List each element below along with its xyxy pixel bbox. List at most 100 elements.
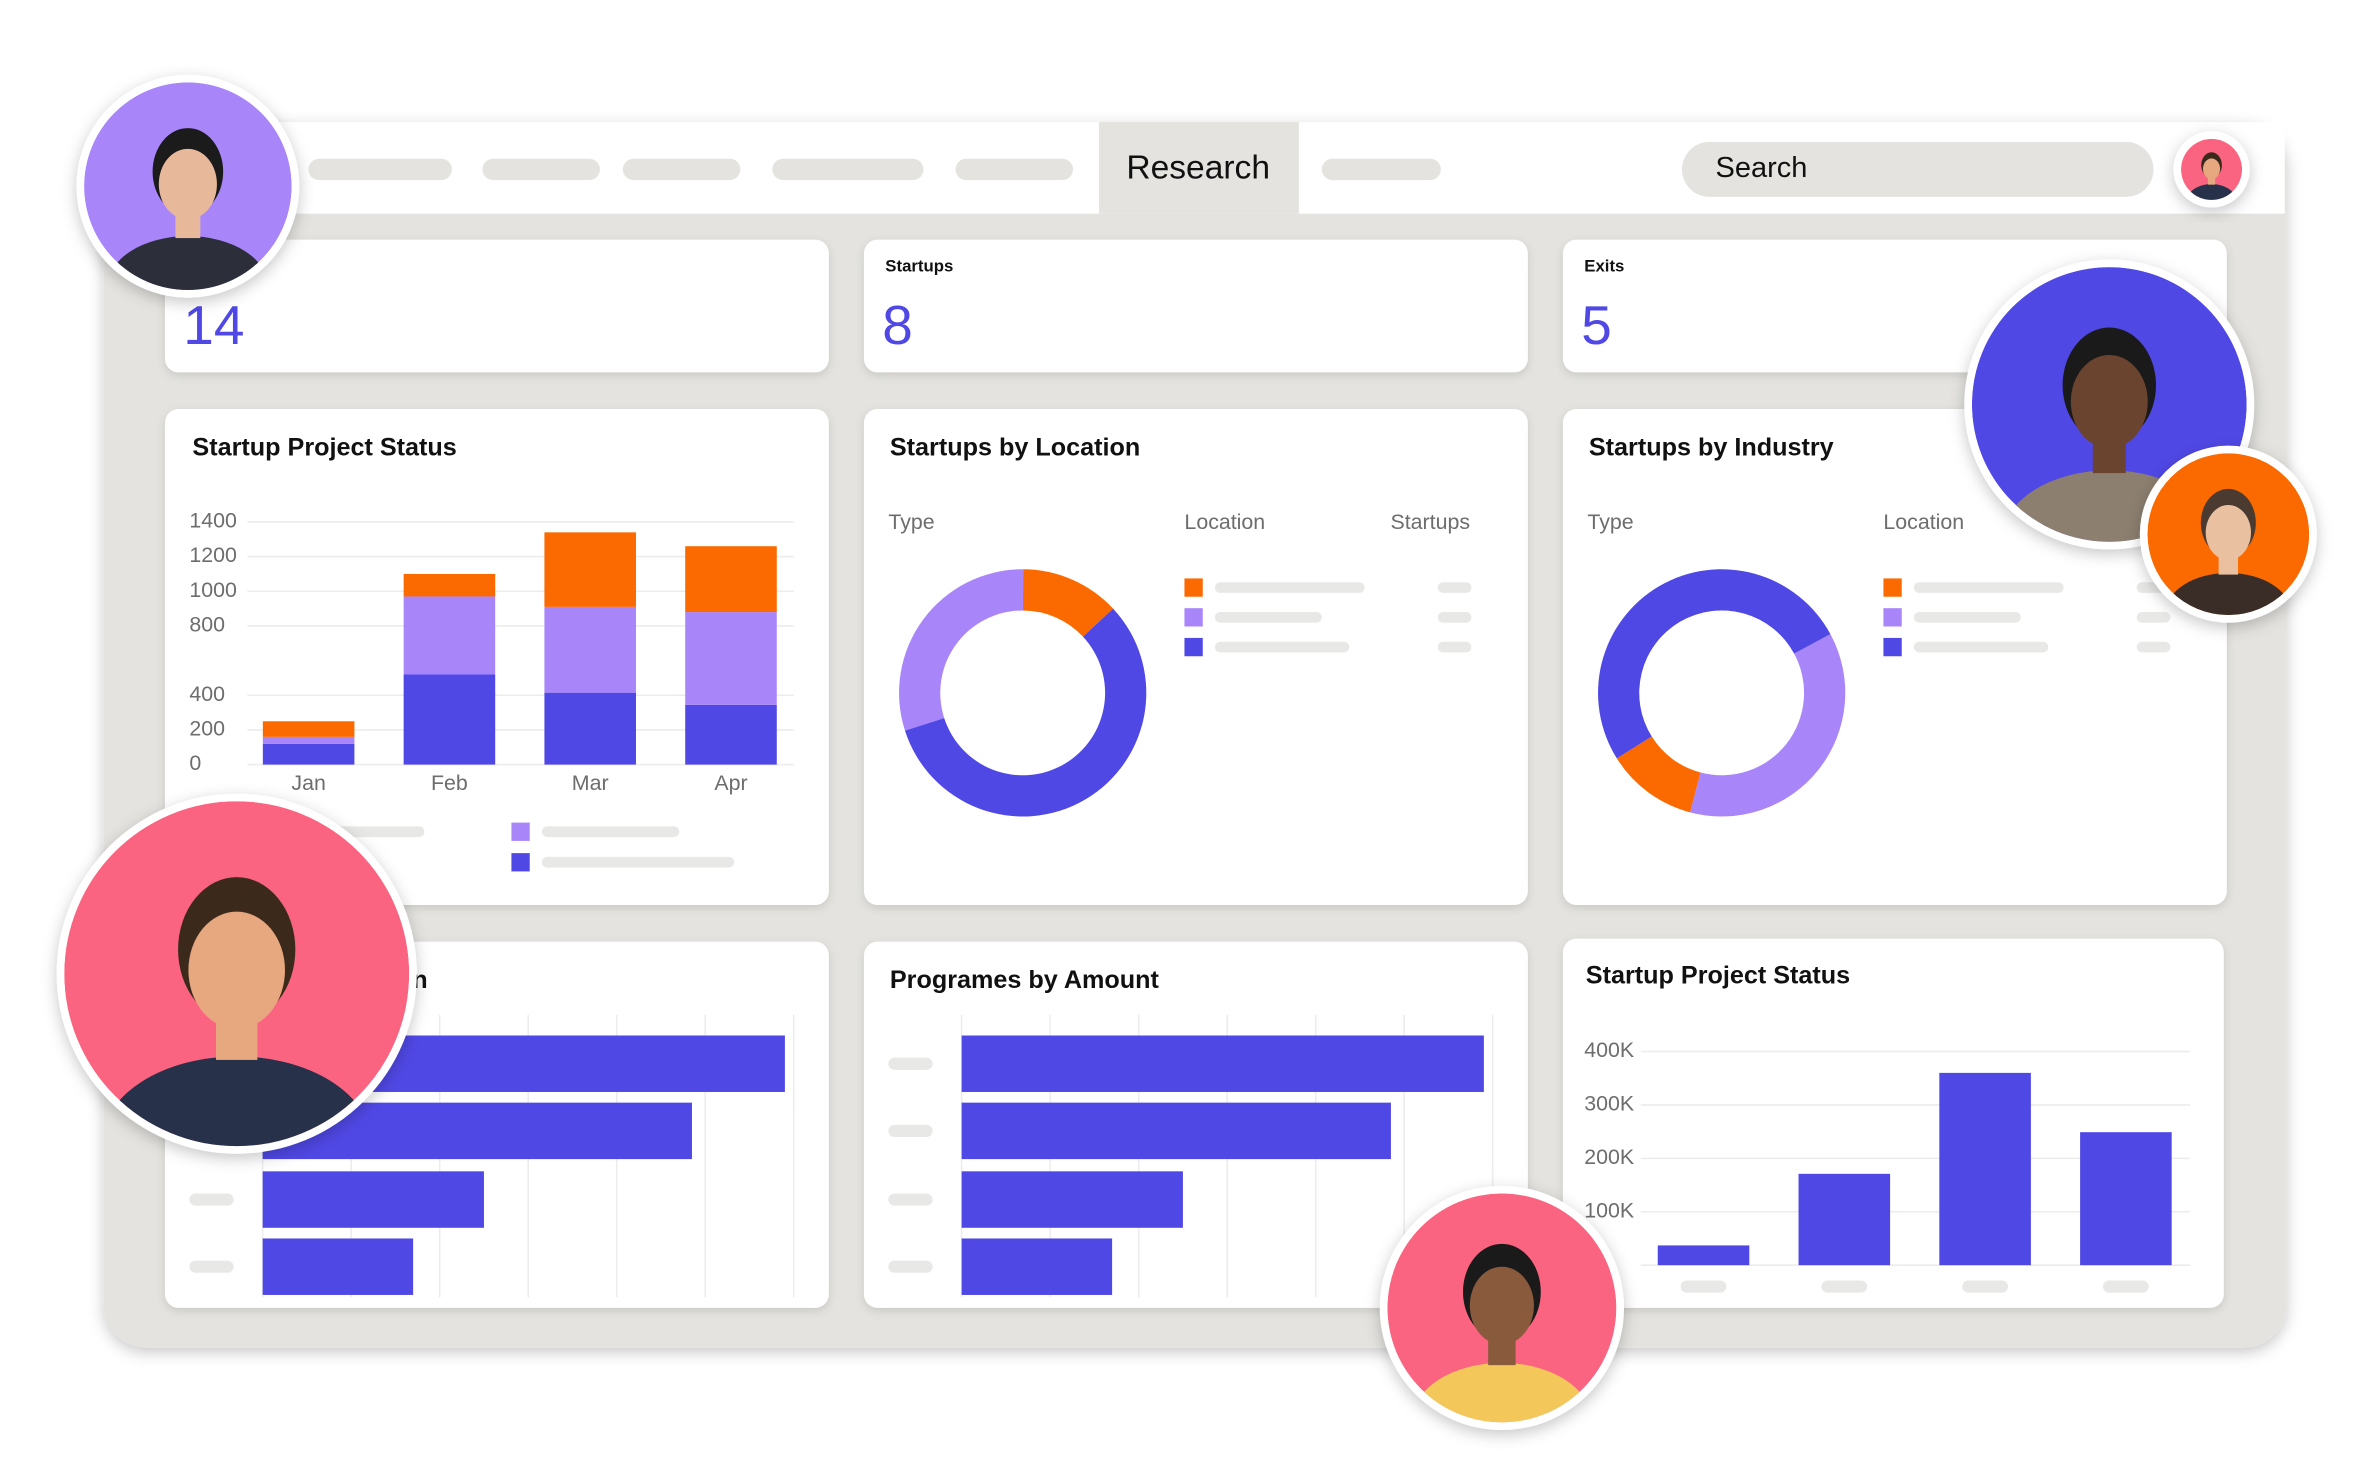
avatar-body <box>2187 184 2236 200</box>
column-header: Startups <box>1390 510 1470 534</box>
avatar <box>1379 1185 1624 1431</box>
donut-slice <box>1616 736 1701 813</box>
y-tick-label: 1200 <box>189 543 237 567</box>
placeholder <box>1913 582 2064 593</box>
donut-slice <box>1690 634 1846 817</box>
legend-swatch <box>1883 608 1902 627</box>
avatar-neck <box>2207 175 2216 185</box>
bar-segment <box>544 532 636 607</box>
placeholder <box>1913 611 2021 623</box>
avatar-photo <box>2181 138 2243 200</box>
y-tick-label: 400 <box>189 682 225 706</box>
card <box>1562 938 2224 1308</box>
stat-label: Exits <box>1584 257 1624 276</box>
legend-swatch <box>511 853 530 872</box>
bar <box>961 1035 1484 1092</box>
bar <box>262 1171 484 1228</box>
bar <box>1798 1173 1891 1266</box>
y-tick-label: 200K <box>1584 1145 1634 1169</box>
avatar-face <box>188 911 285 1029</box>
placeholder <box>1437 641 1472 653</box>
bar-segment <box>685 546 777 613</box>
y-tick-label: 1400 <box>189 509 237 533</box>
search-placeholder[interactable]: Search <box>1716 152 1808 184</box>
avatar-photo <box>64 801 410 1147</box>
chart-title: Programes by Amount <box>890 966 1160 994</box>
placeholder <box>2102 1280 2149 1293</box>
card <box>164 239 829 373</box>
avatar <box>2139 445 2317 623</box>
x-tick-label: Mar <box>572 771 609 795</box>
avatar <box>76 74 300 298</box>
bar <box>2080 1132 2172 1266</box>
column-header: Location <box>1184 510 1265 534</box>
nav-item[interactable] <box>622 158 741 181</box>
bar-segment <box>403 674 496 765</box>
donut-slice <box>899 569 1024 731</box>
avatar-body <box>102 1056 372 1147</box>
nav-item[interactable] <box>482 158 600 181</box>
avatar <box>56 793 417 1154</box>
placeholder <box>888 1057 933 1070</box>
bar-segment <box>403 573 496 597</box>
y-tick-label: 100K <box>1584 1198 1634 1222</box>
column-header: Type <box>888 510 934 534</box>
bar-segment <box>685 612 777 705</box>
column-header: Type <box>1587 510 1633 534</box>
nav-item[interactable] <box>955 158 1074 181</box>
placeholder <box>1437 611 1472 623</box>
avatar-face <box>2205 505 2251 561</box>
nav-item[interactable] <box>308 158 452 181</box>
placeholder <box>1913 641 2049 653</box>
legend-swatch <box>1883 578 1902 597</box>
avatar-face <box>2203 158 2221 180</box>
placeholder <box>1214 641 1350 653</box>
avatar-face <box>158 148 217 220</box>
y-tick-label: 400K <box>1584 1038 1634 1062</box>
legend-swatch <box>511 822 530 841</box>
nav-tab-label[interactable]: Research <box>1126 149 1270 186</box>
nav-item[interactable] <box>1321 158 1441 181</box>
placeholder <box>189 1193 234 1206</box>
bar-segment <box>403 596 496 675</box>
y-tick-label: 200 <box>189 717 225 741</box>
card <box>863 239 1528 373</box>
chart-title: Startup Project Status <box>192 433 456 461</box>
legend-swatch <box>1184 578 1203 597</box>
bar <box>961 1171 1183 1228</box>
y-tick-label: 0 <box>189 751 201 775</box>
placeholder <box>1821 1280 1868 1293</box>
bar-segment <box>544 606 636 693</box>
x-tick-label: Feb <box>431 771 468 795</box>
legend-swatch <box>1883 637 1902 657</box>
bar-segment <box>544 692 636 765</box>
avatar-body <box>106 236 269 290</box>
placeholder <box>2136 641 2171 653</box>
avatar-photo <box>1387 1193 1617 1423</box>
placeholder <box>888 1260 933 1273</box>
placeholder <box>541 856 735 868</box>
placeholder <box>1214 582 1365 593</box>
placeholder <box>2136 611 2171 623</box>
placeholder <box>189 1260 234 1273</box>
placeholder <box>888 1193 933 1206</box>
bar <box>262 1238 414 1295</box>
x-tick-label: Jan <box>291 771 325 795</box>
y-tick-label: 300K <box>1584 1092 1634 1116</box>
nav-tab-active[interactable] <box>1098 122 1299 214</box>
stat-value: 14 <box>183 294 244 356</box>
stat-value: 5 <box>1581 294 1612 356</box>
column-header: Location <box>1883 510 1964 534</box>
avatar-body <box>1412 1362 1592 1423</box>
legend-swatch <box>1184 608 1203 627</box>
nav-placeholders <box>308 158 1441 181</box>
nav-item[interactable] <box>772 158 924 181</box>
bar <box>961 1238 1113 1295</box>
avatar-photo <box>84 82 292 290</box>
stat-value: 8 <box>882 294 913 356</box>
donut-slice <box>904 608 1147 817</box>
search-box[interactable] <box>1681 141 2154 197</box>
donut-slice <box>1598 569 1831 759</box>
bar-segment <box>685 704 777 765</box>
